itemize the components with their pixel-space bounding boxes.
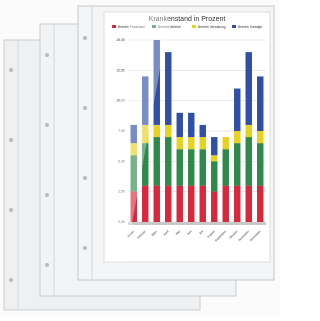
- bar-segment: [257, 143, 263, 185]
- bar-segment: [154, 186, 160, 222]
- bar-segment: [165, 52, 171, 125]
- hole: [45, 53, 49, 57]
- y-tick-label: 15,00: [116, 38, 125, 42]
- bar-segment: [142, 186, 148, 222]
- bar-segment: [211, 161, 217, 191]
- bar-segment: [177, 186, 183, 222]
- photo: Krankenstand in Prozent Bereich Produkti…: [0, 0, 280, 316]
- bar-segment: [188, 186, 194, 222]
- legend-swatch: [192, 25, 196, 28]
- bar-segment: [234, 186, 240, 222]
- bar-segment: [177, 113, 183, 137]
- legend-swatch: [112, 25, 116, 28]
- legend-label: Bereich Verwaltung: [198, 25, 226, 29]
- hole: [9, 138, 13, 142]
- bar-segment: [211, 192, 217, 222]
- hole: [45, 123, 49, 127]
- bar-segment: [177, 137, 183, 149]
- legend-label: Bereich Sonstige: [238, 25, 262, 29]
- hole: [45, 193, 49, 197]
- bar-segment: [257, 76, 263, 131]
- legend-swatch: [232, 25, 236, 28]
- hole: [83, 176, 87, 180]
- hole: [9, 208, 13, 212]
- bar-segment: [234, 89, 240, 131]
- bar-segment: [200, 137, 206, 149]
- y-tick-label: 12,50: [116, 68, 125, 72]
- bar-segment: [200, 186, 206, 222]
- bar-segment: [165, 125, 171, 137]
- bar-segment: [211, 137, 217, 155]
- bar-segment: [257, 131, 263, 143]
- bar-segment: [165, 186, 171, 222]
- bar-segment: [223, 137, 229, 149]
- hole: [83, 246, 87, 250]
- bar-segment: [188, 137, 194, 149]
- bar-segment: [246, 186, 252, 222]
- bar-segment: [154, 137, 160, 186]
- bar-segment: [234, 131, 240, 143]
- bar-segment: [200, 125, 206, 137]
- bar-segment: [177, 149, 183, 185]
- hole: [83, 36, 87, 40]
- hole: [9, 278, 13, 282]
- bar-segment: [246, 137, 252, 186]
- bar-segment: [211, 155, 217, 161]
- bar-segment: [154, 125, 160, 137]
- bar-segment: [257, 186, 263, 222]
- bar-segment: [234, 143, 240, 185]
- bar-segment: [188, 113, 194, 137]
- plot-floor: [128, 222, 266, 225]
- bar-segment: [223, 149, 229, 185]
- bar-segment: [200, 149, 206, 185]
- hole: [9, 68, 13, 72]
- hole: [45, 263, 49, 267]
- hole: [83, 106, 87, 110]
- bar-segment: [246, 52, 252, 125]
- bar-segment: [188, 149, 194, 185]
- bar-segment: [246, 125, 252, 137]
- bar-segment: [165, 137, 171, 186]
- bar-segment: [223, 186, 229, 222]
